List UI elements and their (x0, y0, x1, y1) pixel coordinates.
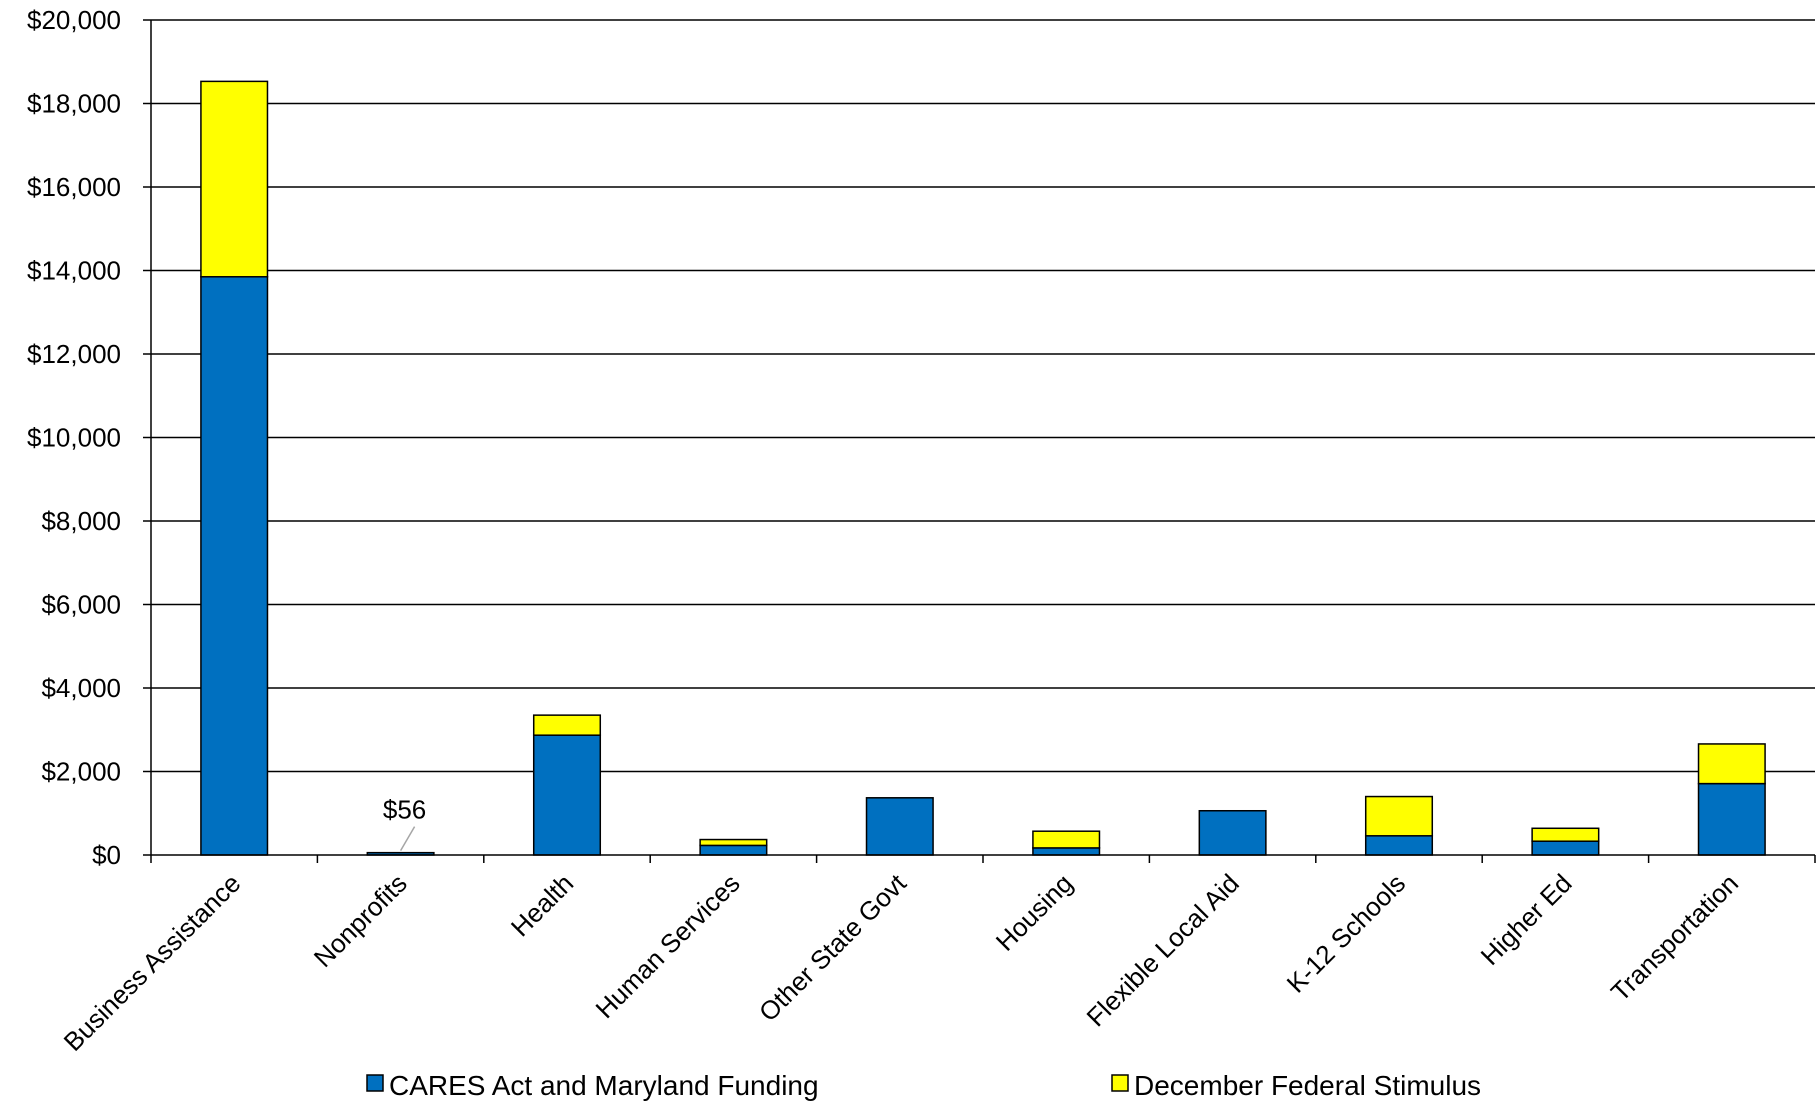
y-tick-label: $8,000 (41, 506, 121, 536)
bars (200, 80, 1766, 856)
legend-label-cares: CARES Act and Maryland Funding (389, 1070, 819, 1101)
data-label-nonprofits: $56 (383, 795, 426, 825)
y-tick-label: $2,000 (41, 757, 121, 787)
bar-housing-cares (1032, 847, 1101, 856)
bar-business-assistance-cares (200, 276, 269, 856)
axes (143, 19, 1816, 863)
bar-health-cares (532, 734, 602, 856)
x-tick-label-k-12-schools: K-12 Schools (1281, 868, 1412, 999)
y-tick-label: $20,000 (27, 5, 121, 35)
legend-swatch-cares (366, 1074, 384, 1092)
x-tick-label-nonprofits: Nonprofits (308, 868, 413, 973)
y-tick-labels: $0 $2,000 $4,000 $6,000 $8,000 $10,000 $12,000… (27, 5, 121, 870)
legend: CARES Act and Maryland Funding December F… (366, 1070, 1481, 1101)
bar-human-services-cares (699, 844, 768, 856)
legend-swatch-december (1111, 1074, 1129, 1092)
y-tick-label: $10,000 (27, 423, 121, 453)
data-labels: $56 (383, 795, 426, 852)
data-label-leader (399, 826, 416, 852)
y-tick-label: $12,000 (27, 339, 121, 369)
bar-human-services-december (699, 838, 768, 847)
y-tick-label: $6,000 (41, 590, 121, 620)
x-tick-label-transportation: Transportation (1605, 868, 1744, 1007)
x-tick-label-flexible-local-aid: Flexible Local Aid (1081, 868, 1245, 1032)
bar-k-12-schools-december (1364, 795, 1434, 837)
x-tick-labels: Business Assistance Nonprofits Health Human… (58, 867, 1744, 1056)
bar-flexible-local-aid-cares (1198, 809, 1267, 856)
x-tick-label-higher-ed: Higher Ed (1475, 868, 1578, 971)
legend-label-december: December Federal Stimulus (1134, 1070, 1481, 1101)
gridlines (151, 19, 1815, 773)
y-tick-label: $4,000 (41, 673, 121, 703)
y-tick-label: $0 (92, 840, 121, 870)
x-tick-label-health: Health (505, 868, 579, 942)
bar-health-december (532, 714, 602, 736)
bar-housing-december (1032, 830, 1101, 849)
y-tick-label: $14,000 (27, 256, 121, 286)
x-tick-label-business-assistance: Business Assistance (58, 868, 247, 1057)
bar-transportation-december (1697, 743, 1766, 785)
bar-k-12-schools-cares (1364, 835, 1434, 856)
x-tick-label-human-services: Human Services (590, 868, 746, 1024)
y-tick-label: $18,000 (27, 89, 121, 119)
bar-business-assistance-december (200, 80, 269, 278)
x-tick-label-housing: Housing (990, 868, 1079, 957)
bar-higher-ed-december (1531, 827, 1600, 842)
y-tick-label: $16,000 (27, 172, 121, 202)
bar-higher-ed-cares (1531, 840, 1600, 856)
bar-transportation-cares (1697, 782, 1766, 856)
x-tick-label-other-state-govt: Other State Govt (753, 867, 913, 1027)
bar-other-state-govt-cares (865, 797, 934, 856)
